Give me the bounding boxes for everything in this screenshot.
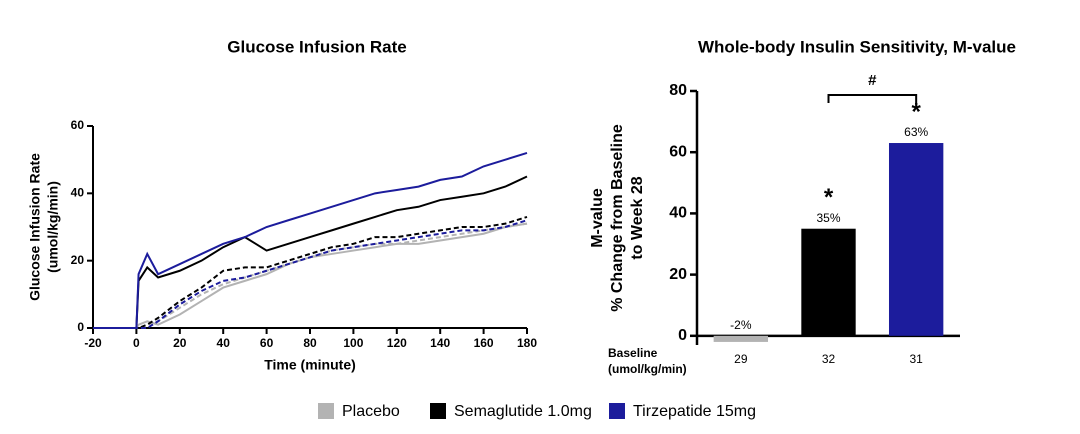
significance-star: * bbox=[824, 184, 834, 211]
x-tick-label: 80 bbox=[303, 336, 317, 350]
legend-swatch bbox=[318, 403, 334, 419]
x-axis-label: Time (minute) bbox=[264, 357, 356, 373]
x-tick-label: 40 bbox=[217, 336, 231, 350]
x-tick-label: 180 bbox=[517, 336, 537, 350]
line-series bbox=[93, 215, 528, 329]
y-tick-label: 20 bbox=[71, 253, 85, 267]
x-tick-label: 20 bbox=[173, 336, 187, 350]
x-tick-label: 29 bbox=[734, 352, 748, 366]
legend-label: Placebo bbox=[342, 403, 400, 420]
value-label: 35% bbox=[816, 211, 840, 225]
bar bbox=[888, 143, 944, 336]
category-title: (umol/kg/min) bbox=[608, 362, 687, 376]
x-tick-label: -20 bbox=[84, 336, 102, 350]
y-axis-label: to Week 28 bbox=[629, 176, 646, 259]
line-series bbox=[93, 151, 528, 329]
value-label: -2% bbox=[730, 318, 752, 332]
line-series bbox=[93, 222, 528, 329]
bar bbox=[801, 228, 856, 336]
significance-star: * bbox=[911, 98, 921, 125]
chart-title: Glucose Infusion Rate bbox=[227, 37, 406, 56]
x-tick-label: 100 bbox=[343, 336, 363, 350]
legend-label: Tirzepatide 15mg bbox=[633, 403, 756, 420]
bar bbox=[713, 335, 769, 342]
y-tick-label: 80 bbox=[669, 82, 687, 99]
bracket-label: # bbox=[868, 72, 877, 89]
y-tick-label: 0 bbox=[77, 320, 84, 334]
value-label: 63% bbox=[904, 125, 928, 139]
legend-swatch bbox=[609, 403, 625, 419]
y-tick-label: 20 bbox=[669, 266, 687, 283]
y-tick-label: 40 bbox=[669, 205, 687, 222]
y-tick-label: 60 bbox=[71, 118, 85, 132]
x-tick-label: 31 bbox=[909, 352, 923, 366]
category-title: Baseline bbox=[608, 346, 658, 360]
y-axis-label: % Change from Baseline bbox=[609, 124, 626, 312]
y-tick-label: 0 bbox=[678, 327, 687, 344]
y-axis-label: (umol/kg/min) bbox=[45, 181, 61, 273]
line-series bbox=[93, 219, 528, 329]
x-tick-label: 120 bbox=[387, 336, 407, 350]
legend-label: Semaglutide 1.0mg bbox=[454, 403, 592, 420]
x-tick-label: 32 bbox=[822, 352, 836, 366]
x-tick-label: 160 bbox=[474, 336, 494, 350]
y-axis-label: Glucose Infusion Rate bbox=[27, 153, 43, 301]
bracket bbox=[827, 94, 918, 103]
legend-swatch bbox=[430, 403, 446, 419]
y-tick-label: 40 bbox=[71, 186, 85, 200]
x-tick-label: 60 bbox=[260, 336, 274, 350]
x-tick-label: 140 bbox=[430, 336, 450, 350]
y-axis-label: M-value bbox=[589, 188, 606, 248]
y-tick-label: 60 bbox=[669, 143, 687, 160]
line-series bbox=[93, 222, 528, 329]
line-series bbox=[93, 175, 528, 329]
x-tick-label: 0 bbox=[133, 336, 140, 350]
chart-title: Whole-body Insulin Sensitivity, M-value bbox=[698, 37, 1016, 56]
